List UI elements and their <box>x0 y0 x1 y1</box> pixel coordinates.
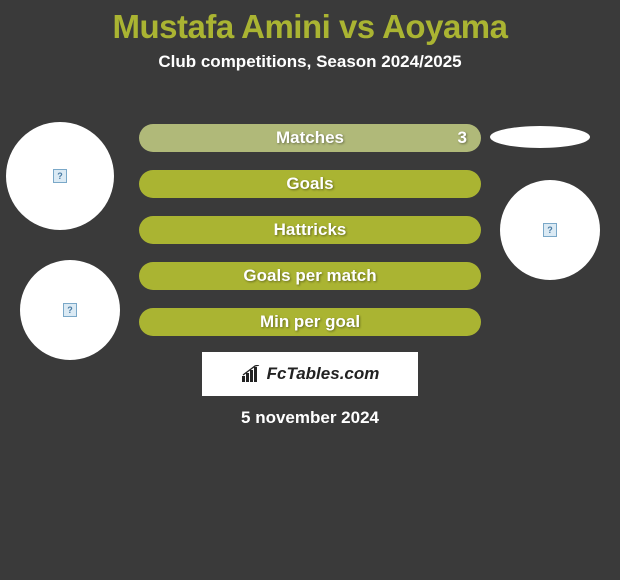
stat-value: 3 <box>458 128 467 148</box>
stat-label: Matches <box>276 128 344 148</box>
stat-bar-goals-per-match: Goals per match <box>139 262 481 290</box>
attribution-badge: FcTables.com <box>202 352 418 396</box>
stat-label: Goals <box>286 174 333 194</box>
stat-label: Hattricks <box>274 220 347 240</box>
stat-bar-matches: Matches 3 <box>139 124 481 152</box>
decorative-ellipse <box>490 126 590 148</box>
stat-label: Goals per match <box>243 266 376 286</box>
stat-bar-hattricks: Hattricks <box>139 216 481 244</box>
image-placeholder-icon: ? <box>53 169 67 183</box>
player-avatar-right: ? <box>500 180 600 280</box>
chart-icon <box>241 365 263 383</box>
stat-label: Min per goal <box>260 312 360 332</box>
stat-bar-goals: Goals <box>139 170 481 198</box>
player-avatar-left-top: ? <box>6 122 114 230</box>
date-text: 5 november 2024 <box>0 408 620 428</box>
attribution-text: FcTables.com <box>267 364 380 384</box>
stat-bar-min-per-goal: Min per goal <box>139 308 481 336</box>
image-placeholder-icon: ? <box>63 303 77 317</box>
page-title: Mustafa Amini vs Aoyama <box>0 0 620 46</box>
stats-bars: Matches 3 Goals Hattricks Goals per matc… <box>139 124 481 354</box>
page-subtitle: Club competitions, Season 2024/2025 <box>0 52 620 72</box>
player-avatar-left-bottom: ? <box>20 260 120 360</box>
image-placeholder-icon: ? <box>543 223 557 237</box>
